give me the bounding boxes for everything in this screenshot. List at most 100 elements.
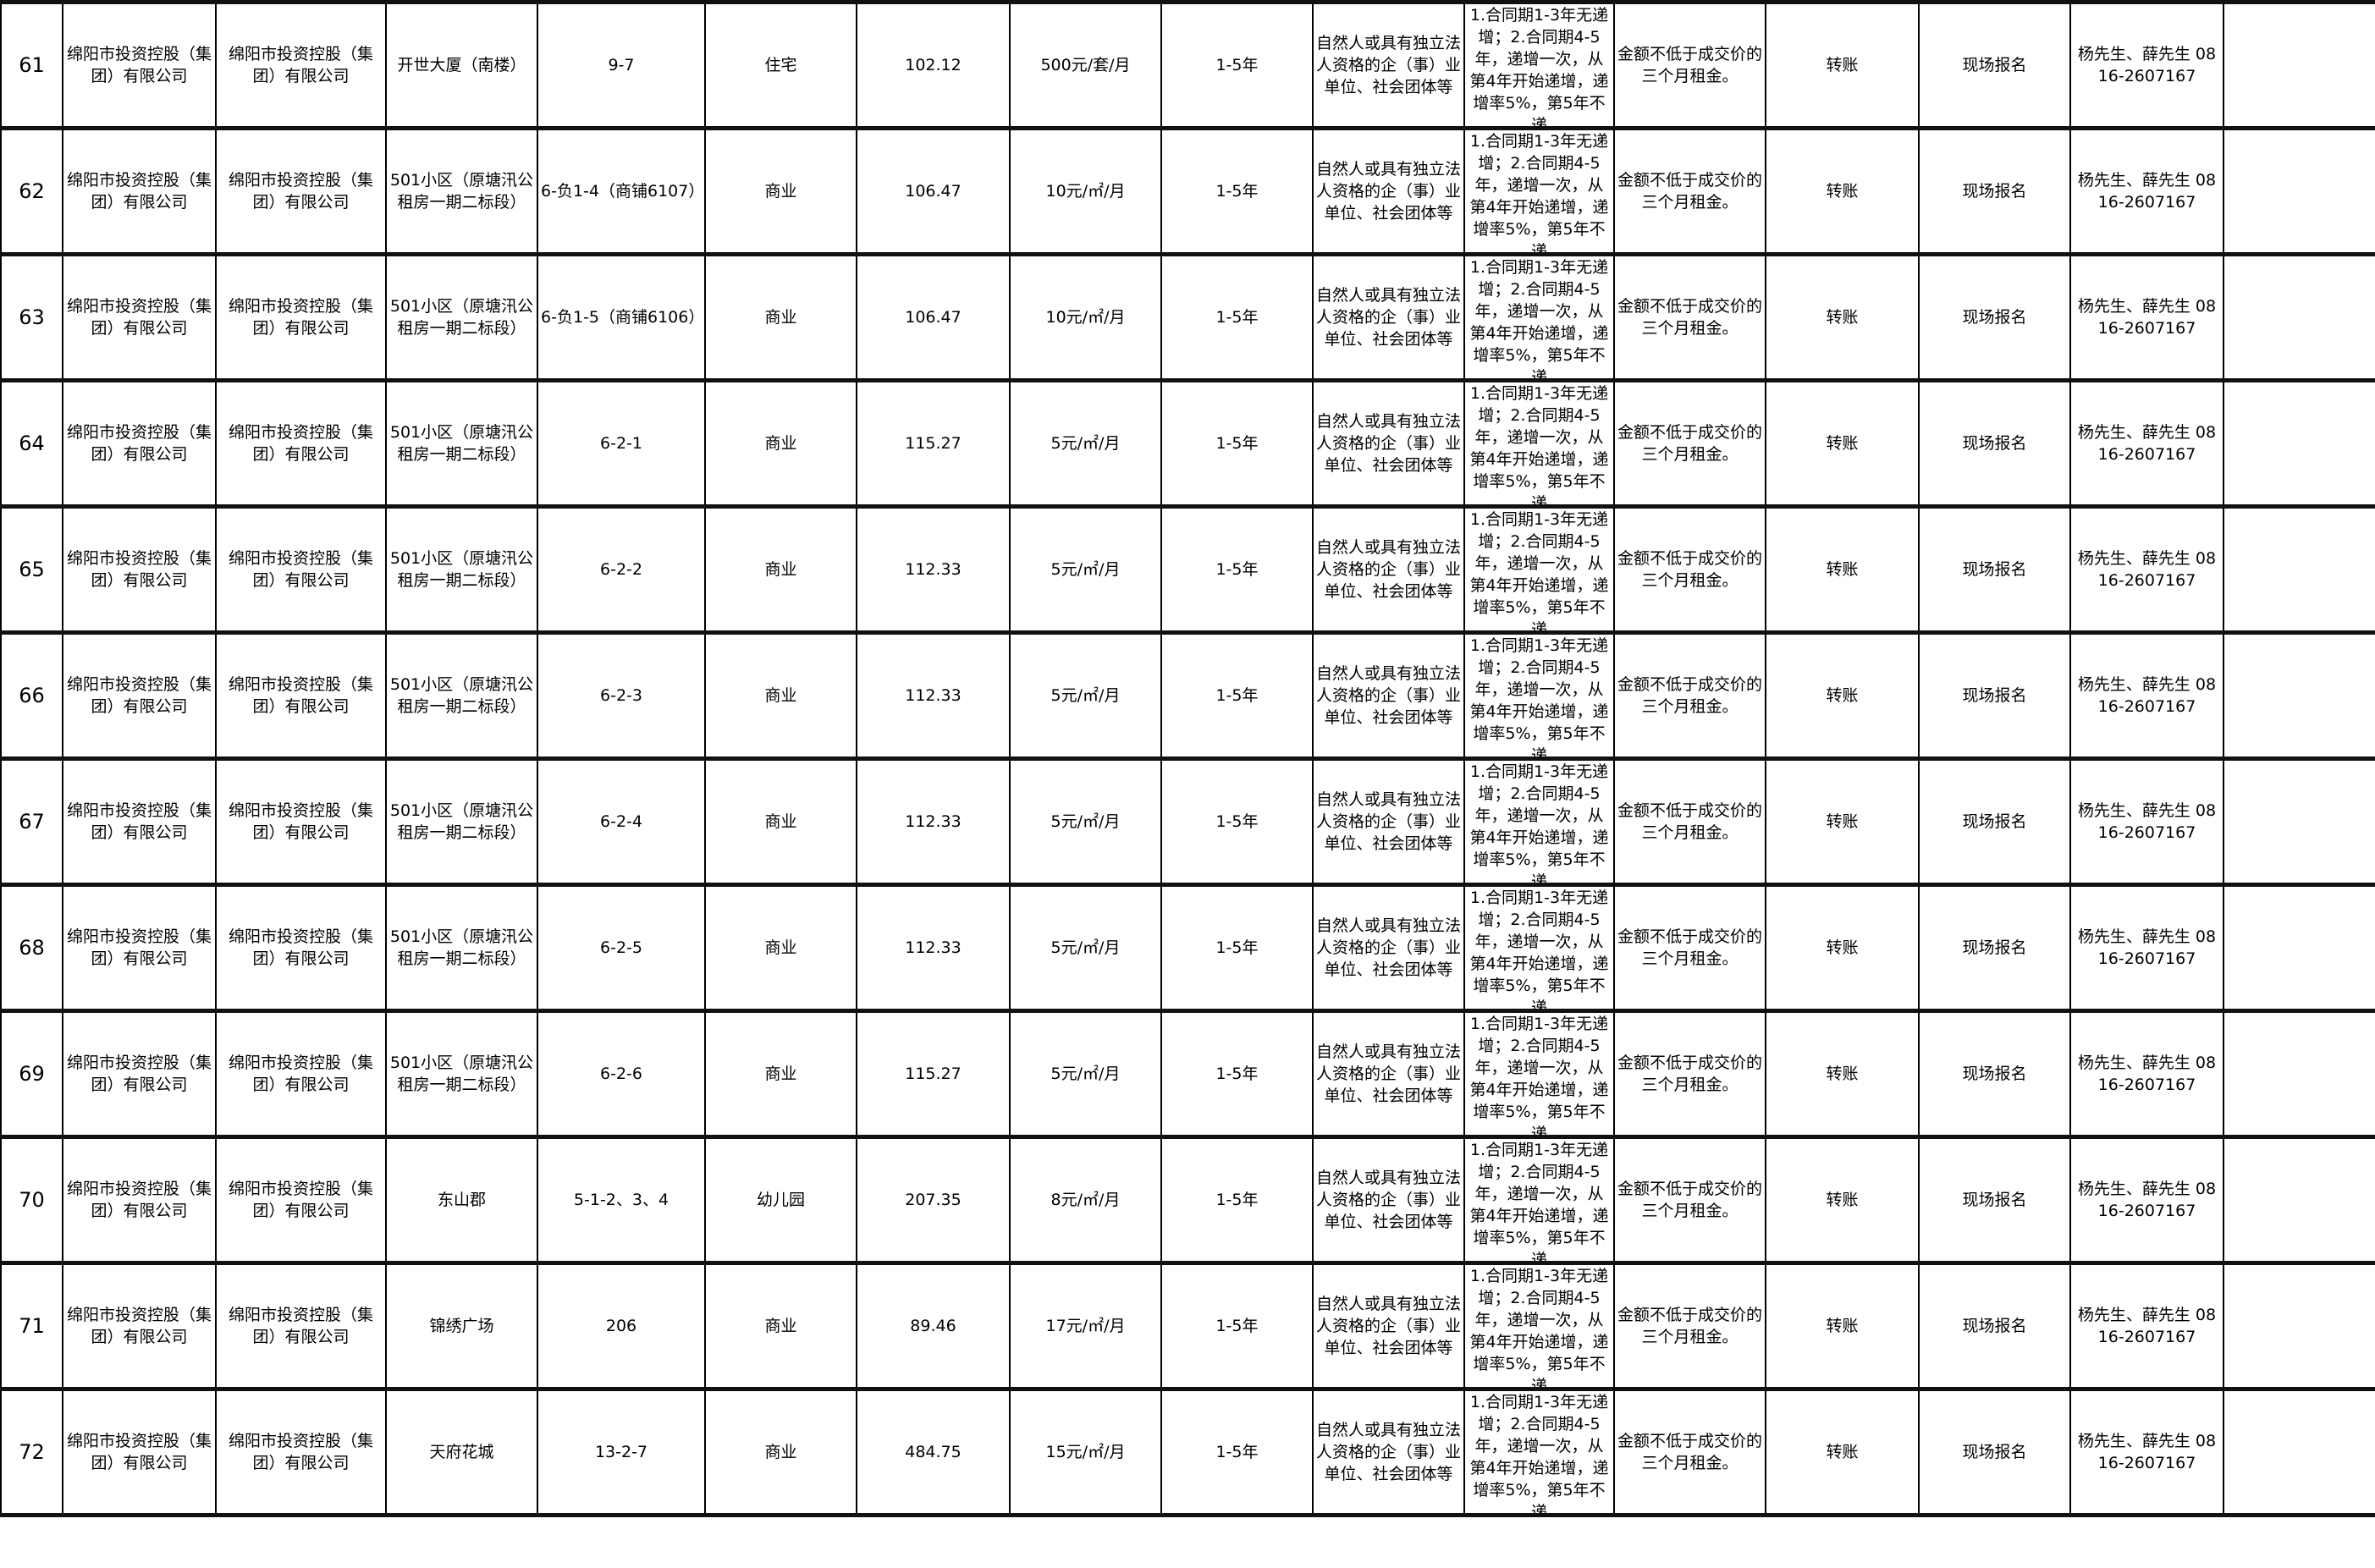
contact-text: 杨先生、薛先生 0816-2607167: [2077, 423, 2217, 464]
cell-reserve-price: 5元/㎡/月: [1009, 504, 1162, 635]
cell-unit-number: 13-2-7: [537, 1387, 706, 1517]
cell-usage: 商业: [704, 126, 857, 256]
cell-row-number: 72: [0, 1387, 63, 1517]
cell-registration-method: 现场报名: [1918, 883, 2071, 1013]
usage-text: 商业: [764, 686, 797, 705]
cell-usage: 商业: [704, 756, 857, 887]
contact-text: 杨先生、薛先生 0816-2607167: [2077, 1180, 2217, 1220]
table-row: 61 绵阳市投资控股（集团）有限公司 绵阳市投资控股（集团）有限公司 开世大厦（南楼）…: [0, 0, 2375, 130]
location-text: 501小区（原塘汛公租房一期二标段）: [389, 549, 534, 590]
cell-registration-method: 现场报名: [1918, 1387, 2071, 1517]
cell-payment-method: 转账: [1765, 630, 1920, 761]
cell-deposit: 金额不低于成交价的三个月租金。: [1613, 0, 1766, 130]
unit-number-text: 13-2-7: [594, 1443, 648, 1461]
payment-method-text: 转账: [1826, 434, 1859, 453]
cell-unit-number: 6-2-3: [537, 630, 706, 761]
cell-rent-increase-terms: 1.合同期1-3年无递增；2.合同期4-5年，递增一次，从第4年开始递增，递增率…: [1463, 756, 1615, 887]
reserve-price-text: 5元/㎡/月: [1050, 560, 1121, 579]
reserve-price-text: 17元/㎡/月: [1045, 1317, 1126, 1335]
lessor-text: 绵阳市投资控股（集团）有限公司: [66, 549, 212, 590]
unit-number-text: 9-7: [608, 56, 635, 74]
cell-row-number: 67: [0, 756, 63, 887]
cell-area: 115.27: [856, 378, 1011, 509]
cell-remarks: [2223, 0, 2375, 130]
cell-remarks: [2223, 1135, 2375, 1265]
cell-area: 115.27: [856, 1009, 1011, 1139]
cell-payment-method: 转账: [1765, 126, 1920, 256]
usage-text: 商业: [764, 1065, 797, 1083]
cell-bidder-qualification: 自然人或具有独立法人资格的企（事）业单位、社会团体等: [1312, 1135, 1465, 1265]
cell-bidder-qualification: 自然人或具有独立法人资格的企（事）业单位、社会团体等: [1312, 126, 1465, 256]
table-row: 72 绵阳市投资控股（集团）有限公司 绵阳市投资控股（集团）有限公司 天府花城 13-2…: [0, 1387, 2375, 1517]
usage-text: 商业: [764, 812, 797, 831]
location-text: 开世大厦（南楼）: [397, 56, 526, 74]
rent-increase-terms-text: 1.合同期1-3年无递增；2.合同期4-5年，递增一次，从第4年开始递增，递增率…: [1469, 636, 1609, 756]
deposit-text: 金额不低于成交价的三个月租金。: [1617, 171, 1762, 212]
lease-term-text: 1-5年: [1215, 812, 1259, 831]
deposit-text: 金额不低于成交价的三个月租金。: [1617, 1432, 1762, 1472]
unit-number-text: 206: [605, 1317, 637, 1335]
rent-increase-terms-text: 1.合同期1-3年无递增；2.合同期4-5年，递增一次，从第4年开始递增，递增率…: [1469, 384, 1609, 504]
cell-usage: 商业: [704, 378, 857, 509]
contact-text: 杨先生、薛先生 0816-2607167: [2077, 171, 2217, 212]
table-body: 61 绵阳市投资控股（集团）有限公司 绵阳市投资控股（集团）有限公司 开世大厦（南楼）…: [0, 0, 2375, 1517]
cell-location: 501小区（原塘汛公租房一期二标段）: [385, 252, 538, 382]
cell-bidder-qualification: 自然人或具有独立法人资格的企（事）业单位、社会团体等: [1312, 378, 1465, 509]
cell-lease-term: 1-5年: [1160, 1387, 1314, 1517]
cell-lease-term: 1-5年: [1160, 1261, 1314, 1391]
registration-method-text: 现场报名: [1962, 434, 2027, 453]
cell-reserve-price: 10元/㎡/月: [1009, 126, 1162, 256]
reserve-price-text: 8元/㎡/月: [1050, 1191, 1121, 1209]
row-number-text: 66: [19, 685, 45, 707]
deposit-text: 金额不低于成交价的三个月租金。: [1617, 297, 1762, 338]
cell-remarks: [2223, 126, 2375, 256]
reserve-price-text: 5元/㎡/月: [1050, 938, 1121, 957]
cell-owner: 绵阳市投资控股（集团）有限公司: [215, 883, 387, 1013]
owner-text: 绵阳市投资控股（集团）有限公司: [228, 171, 373, 212]
cell-registration-method: 现场报名: [1918, 756, 2071, 887]
row-number-text: 64: [19, 432, 45, 454]
contact-text: 杨先生、薛先生 0816-2607167: [2077, 1306, 2217, 1346]
table-row: 69 绵阳市投资控股（集团）有限公司 绵阳市投资控股（集团）有限公司 501小区（原塘…: [0, 1009, 2375, 1139]
row-number-text: 72: [19, 1441, 45, 1463]
cell-deposit: 金额不低于成交价的三个月租金。: [1613, 1135, 1766, 1265]
cell-lessor: 绵阳市投资控股（集团）有限公司: [62, 0, 217, 130]
cell-rent-increase-terms: 1.合同期1-3年无递增；2.合同期4-5年，递增一次，从第4年开始递增，递增率…: [1463, 1135, 1615, 1265]
contact-text: 杨先生、薛先生 0816-2607167: [2077, 1054, 2217, 1094]
registration-method-text: 现场报名: [1962, 1191, 2027, 1209]
cell-payment-method: 转账: [1765, 1387, 1920, 1517]
cell-contact: 杨先生、薛先生 0816-2607167: [2069, 252, 2224, 382]
cell-unit-number: 6-2-2: [537, 504, 706, 635]
cell-remarks: [2223, 378, 2375, 509]
deposit-text: 金额不低于成交价的三个月租金。: [1617, 549, 1762, 590]
deposit-text: 金额不低于成交价的三个月租金。: [1617, 423, 1762, 464]
unit-number-text: 6-2-3: [600, 686, 642, 705]
row-number-text: 62: [19, 180, 45, 202]
payment-method-text: 转账: [1826, 938, 1859, 957]
cell-lessor: 绵阳市投资控股（集团）有限公司: [62, 1261, 217, 1391]
cell-row-number: 69: [0, 1009, 63, 1139]
cell-area: 112.33: [856, 630, 1011, 761]
bidder-qualification-text: 自然人或具有独立法人资格的企（事）业单位、社会团体等: [1316, 34, 1461, 96]
table-row: 66 绵阳市投资控股（集团）有限公司 绵阳市投资控股（集团）有限公司 501小区（原塘…: [0, 630, 2375, 761]
cell-bidder-qualification: 自然人或具有独立法人资格的企（事）业单位、社会团体等: [1312, 630, 1465, 761]
cell-reserve-price: 17元/㎡/月: [1009, 1261, 1162, 1391]
cell-remarks: [2223, 1009, 2375, 1139]
table-row: 65 绵阳市投资控股（集团）有限公司 绵阳市投资控股（集团）有限公司 501小区（原塘…: [0, 504, 2375, 635]
cell-lease-term: 1-5年: [1160, 756, 1314, 887]
registration-method-text: 现场报名: [1962, 1317, 2027, 1335]
payment-method-text: 转账: [1826, 812, 1859, 831]
lessor-text: 绵阳市投资控股（集团）有限公司: [66, 801, 212, 842]
cell-lease-term: 1-5年: [1160, 883, 1314, 1013]
cell-area: 106.47: [856, 252, 1011, 382]
cell-registration-method: 现场报名: [1918, 1135, 2071, 1265]
cell-location: 501小区（原塘汛公租房一期二标段）: [385, 1009, 538, 1139]
payment-method-text: 转账: [1826, 560, 1859, 579]
cell-lease-term: 1-5年: [1160, 126, 1314, 256]
cell-row-number: 62: [0, 126, 63, 256]
owner-text: 绵阳市投资控股（集团）有限公司: [228, 927, 373, 968]
area-text: 112.33: [905, 938, 962, 957]
cell-contact: 杨先生、薛先生 0816-2607167: [2069, 504, 2224, 635]
cell-lessor: 绵阳市投资控股（集团）有限公司: [62, 756, 217, 887]
contact-text: 杨先生、薛先生 0816-2607167: [2077, 675, 2217, 716]
